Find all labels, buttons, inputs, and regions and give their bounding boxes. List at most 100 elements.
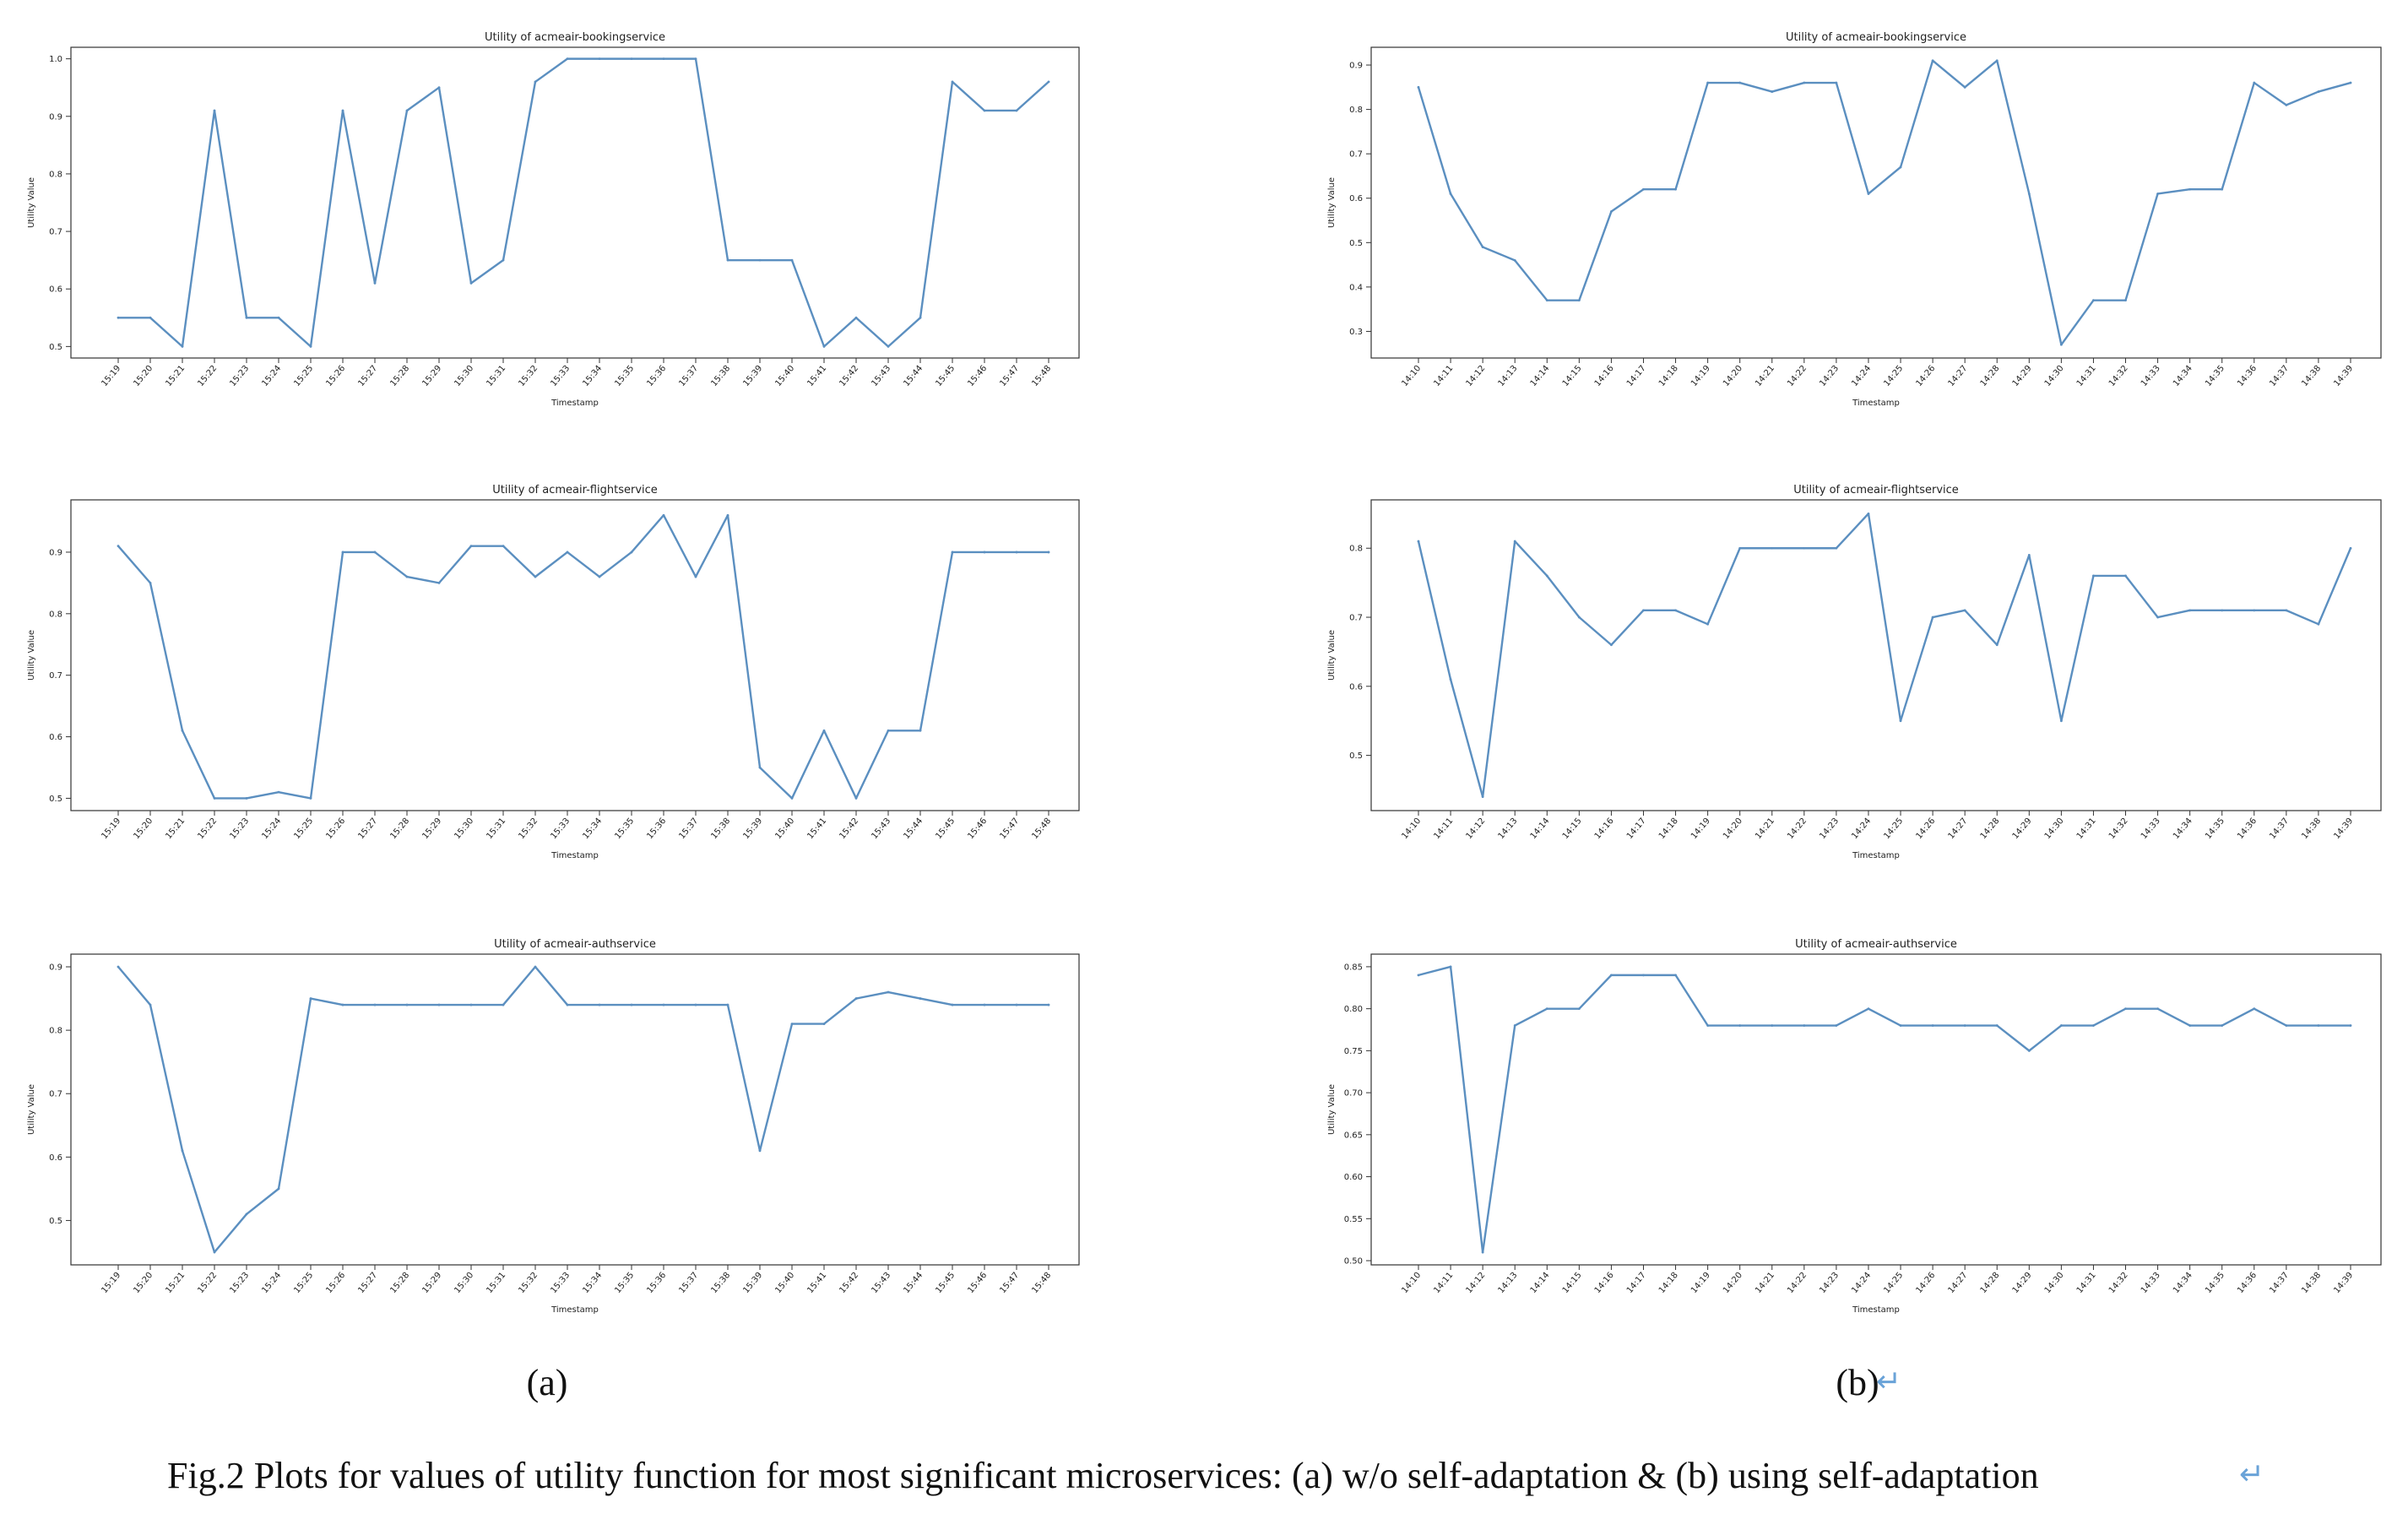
data-point: [2059, 719, 2063, 723]
x-tick-label: 14:39: [2332, 364, 2355, 388]
series-segment: [822, 997, 858, 1025]
series-line: [1417, 965, 2352, 1254]
data-point: [726, 513, 729, 517]
data-point: [1545, 1007, 1548, 1011]
data-point: [919, 997, 922, 1000]
data-point: [662, 57, 665, 61]
data-point: [1449, 678, 1452, 681]
series-segment: [117, 965, 152, 1006]
data-point: [1899, 1024, 1902, 1027]
chart-title: Utility of acmeair-flightservice: [1793, 484, 1959, 496]
y-tick-label: 0.7: [1349, 150, 1363, 160]
data-point: [405, 575, 409, 578]
x-tick-label: 15:48: [1030, 817, 1053, 841]
series-segment: [1867, 1007, 1902, 1027]
y-tick-label: 0.75: [1344, 1047, 1363, 1056]
x-tick-label: 14:12: [1464, 364, 1487, 388]
y-tick-label: 0.7: [49, 671, 62, 681]
x-tick-label: 14:38: [2300, 1271, 2323, 1295]
x-tick-label: 14:11: [1432, 364, 1455, 388]
x-tick-label: 15:31: [485, 1271, 507, 1295]
x-tick-label: 14:23: [1818, 364, 1841, 388]
data-point: [1867, 193, 1870, 195]
data-point: [373, 282, 377, 285]
x-tick-label: 14:26: [1914, 364, 1937, 388]
x-tick-label: 15:47: [998, 364, 1021, 388]
series-segment: [373, 109, 409, 285]
data-point: [2253, 1007, 2256, 1011]
x-tick-label: 14:20: [1722, 1271, 1744, 1295]
x-tick-label: 14:33: [2140, 817, 2162, 841]
plot-frame: [70, 46, 1080, 359]
data-point: [630, 57, 633, 61]
y-tick-label: 0.5: [1349, 239, 1363, 248]
x-tick-label: 14:19: [1689, 364, 1712, 388]
x-tick-label: 14:27: [1947, 817, 1970, 841]
x-tick-label: 14:13: [1497, 364, 1520, 388]
data-point: [1610, 210, 1613, 213]
y-tick-label: 0.9: [49, 112, 62, 122]
data-point: [1963, 1024, 1966, 1027]
x-axis-label: Timestamp: [1852, 851, 1900, 860]
x-tick-label: 14:19: [1689, 1271, 1712, 1295]
y-tick-label: 0.8: [49, 170, 62, 179]
data-point: [2221, 609, 2224, 612]
chart-title: Utility of acmeair-flightservice: [492, 484, 658, 496]
x-tick-label: 15:41: [805, 364, 828, 388]
data-point: [149, 581, 152, 584]
data-point: [566, 1003, 569, 1006]
x-tick-label: 15:35: [613, 817, 636, 841]
series-segment: [1963, 59, 1999, 89]
x-tick-label: 14:16: [1593, 817, 1616, 841]
data-point: [1835, 81, 1838, 84]
x-tick-label: 15:41: [805, 1271, 828, 1295]
data-point: [2027, 193, 2031, 195]
x-tick-label: 15:47: [998, 1271, 1021, 1295]
y-tick-label: 0.50: [1344, 1257, 1363, 1267]
panel-label-b-return-mark: ↵: [1876, 1365, 1901, 1399]
series-segment: [245, 1187, 280, 1216]
x-tick-label: 14:38: [2300, 817, 2323, 841]
data-point: [758, 766, 762, 769]
plot-frame: [1370, 499, 2382, 811]
series-segment: [2156, 1007, 2191, 1027]
series-segment: [1835, 513, 1870, 550]
x-tick-label: 14:37: [2268, 817, 2291, 841]
series-segment: [1610, 609, 1645, 646]
data-points: [1417, 512, 2352, 799]
y-tick-label: 0.85: [1344, 963, 1363, 972]
data-point: [309, 997, 312, 1000]
series-segment: [213, 109, 248, 319]
data-point: [887, 990, 890, 994]
series-segment: [1417, 540, 1452, 681]
x-tick-label: 14:34: [2172, 817, 2194, 841]
data-point: [277, 316, 280, 319]
series-segment: [2221, 1007, 2255, 1027]
x-tick-label: 14:21: [1754, 1271, 1776, 1295]
x-tick-label: 14:15: [1561, 1271, 1584, 1295]
series-segment: [726, 514, 762, 769]
data-point: [117, 316, 120, 319]
x-tick-label: 15:24: [260, 1271, 283, 1295]
x-tick-label: 15:23: [228, 1271, 251, 1295]
data-point: [951, 1003, 954, 1006]
x-tick-label: 14:25: [1882, 817, 1905, 841]
x-tick-label: 15:21: [164, 1271, 187, 1295]
series-segment: [1514, 259, 1548, 301]
y-tick-label: 0.8: [1349, 106, 1363, 115]
data-point: [1417, 540, 1420, 543]
data-point: [1015, 1003, 1018, 1006]
data-point: [2092, 574, 2095, 578]
data-point: [2285, 1024, 2288, 1027]
y-axis-label: Utility Value: [1327, 1084, 1337, 1135]
data-point: [919, 729, 922, 732]
x-tick-label: 15:24: [260, 817, 283, 841]
data-point: [2253, 81, 2256, 84]
x-tick-label: 14:35: [2204, 1271, 2226, 1295]
series-segment: [1578, 210, 1613, 301]
chart-a-auth: Utility of acmeair-authservice 0.5 0.6 0.7 0…: [27, 938, 1080, 1315]
chart-b-auth: Utility of acmeair-authservice 0.50 0.55 0.…: [1327, 938, 2382, 1315]
x-tick-label: 15:35: [613, 1271, 636, 1295]
x-tick-label: 15:22: [196, 817, 219, 841]
data-point: [598, 57, 601, 61]
